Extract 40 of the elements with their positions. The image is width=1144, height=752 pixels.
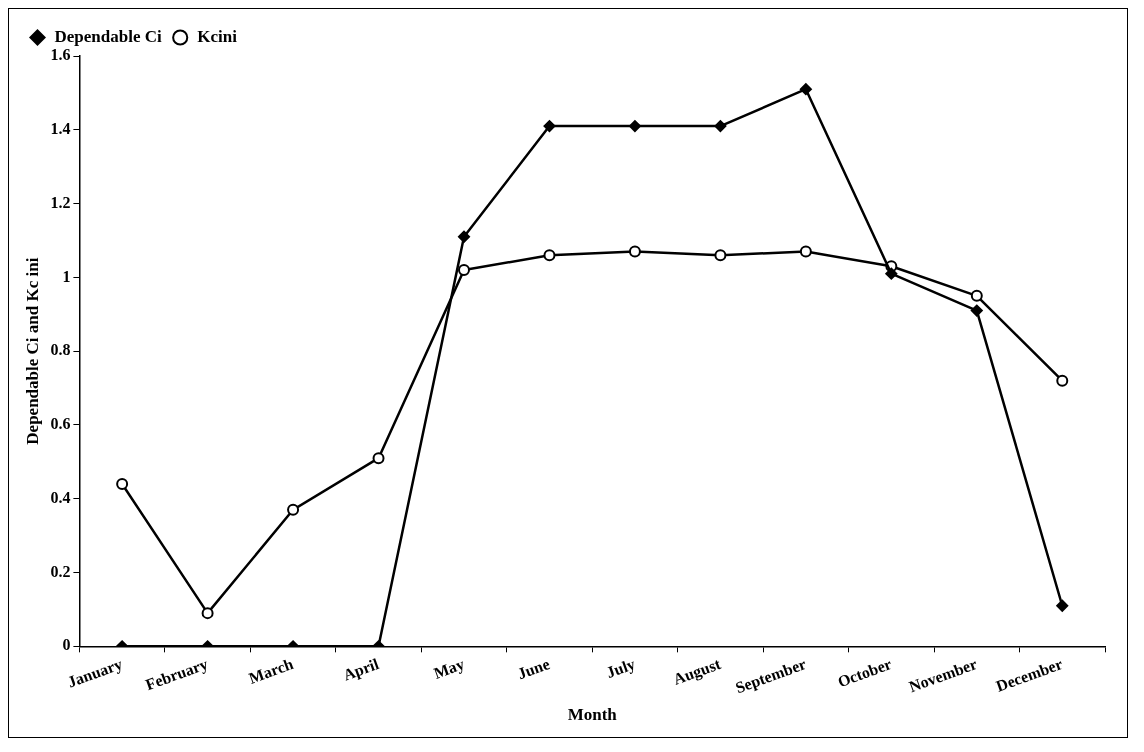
point xyxy=(714,249,727,262)
point xyxy=(1056,374,1069,387)
x-tick-label: October xyxy=(835,655,894,691)
y-tick-label: 0 xyxy=(62,636,71,654)
x-axis-title: Month xyxy=(567,705,618,725)
y-tick-label: 0.6 xyxy=(50,415,71,433)
point xyxy=(714,120,727,133)
point xyxy=(970,289,983,302)
point xyxy=(970,304,983,317)
x-tick-label: June xyxy=(515,655,552,683)
y-tick-label: 1.6 xyxy=(50,46,71,64)
point xyxy=(458,264,470,276)
y-tick-label: 0.4 xyxy=(50,488,71,506)
point xyxy=(372,452,385,465)
x-tick-label: March xyxy=(246,655,296,687)
point xyxy=(543,249,556,262)
y-tick-label: 1 xyxy=(62,267,71,285)
x-tick-label: April xyxy=(340,654,382,685)
point xyxy=(287,503,300,516)
x-tick-label: July xyxy=(603,655,638,683)
point xyxy=(628,245,641,258)
y-tick-label: 1.4 xyxy=(50,119,71,137)
point xyxy=(458,230,470,243)
y-tick-label: 1.2 xyxy=(50,193,71,211)
x-tick-label: August xyxy=(671,654,724,689)
y-axis-title: Dependable Ci and Kc ini xyxy=(22,257,42,445)
point xyxy=(885,267,898,280)
point xyxy=(201,607,214,620)
x-tick-label: May xyxy=(431,655,467,683)
legend-label: Dependable Ci xyxy=(54,26,162,46)
point xyxy=(1056,599,1069,612)
point xyxy=(799,83,812,96)
point xyxy=(116,477,129,490)
legend-label: Kcini xyxy=(197,26,238,46)
point xyxy=(799,245,812,258)
point xyxy=(543,120,556,133)
y-tick-label: 0.8 xyxy=(50,341,71,359)
point xyxy=(628,120,641,133)
x-tick-label: January xyxy=(65,655,125,692)
y-tick-label: 0.2 xyxy=(50,562,71,580)
